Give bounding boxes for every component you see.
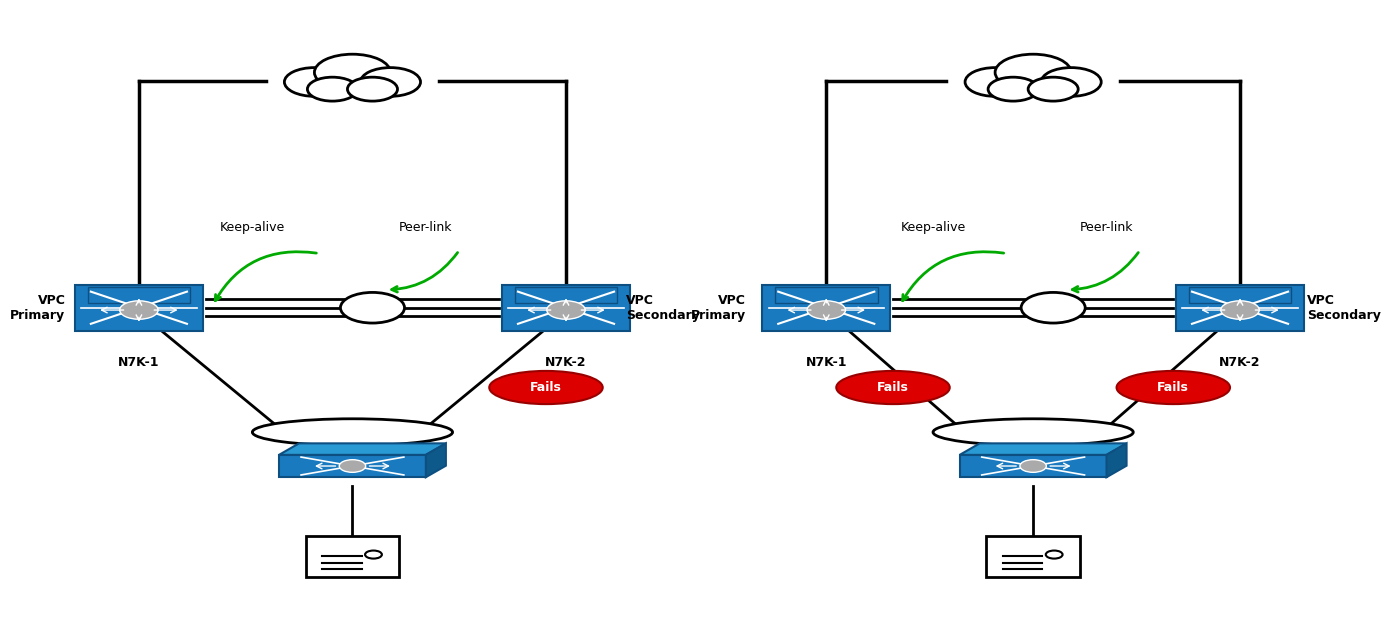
Text: Peer-link: Peer-link	[399, 221, 452, 235]
Ellipse shape	[252, 419, 452, 445]
FancyBboxPatch shape	[88, 287, 191, 303]
Circle shape	[1020, 460, 1046, 472]
Circle shape	[120, 301, 159, 319]
Text: N7K-2: N7K-2	[545, 356, 587, 369]
FancyBboxPatch shape	[986, 536, 1079, 578]
Circle shape	[339, 460, 366, 472]
Text: Fails: Fails	[530, 381, 562, 394]
Polygon shape	[426, 444, 447, 477]
Text: Keep-alive: Keep-alive	[220, 221, 285, 235]
Ellipse shape	[490, 371, 602, 404]
FancyBboxPatch shape	[775, 287, 878, 303]
Polygon shape	[280, 444, 447, 455]
Circle shape	[341, 292, 405, 323]
Ellipse shape	[1117, 371, 1230, 404]
Polygon shape	[960, 444, 1127, 455]
Circle shape	[314, 54, 391, 90]
Text: N7K-1: N7K-1	[805, 356, 847, 369]
Circle shape	[348, 77, 398, 101]
Ellipse shape	[836, 371, 950, 404]
Circle shape	[360, 67, 420, 96]
FancyBboxPatch shape	[1175, 285, 1305, 331]
Circle shape	[284, 67, 345, 96]
Text: Fails: Fails	[1157, 381, 1189, 394]
Circle shape	[807, 301, 846, 319]
Circle shape	[1040, 67, 1102, 96]
Text: Fails: Fails	[878, 381, 908, 394]
Ellipse shape	[933, 419, 1134, 445]
Circle shape	[988, 77, 1038, 101]
Text: VPC
Secondary: VPC Secondary	[626, 294, 700, 322]
Text: VPC
Secondary: VPC Secondary	[1306, 294, 1381, 322]
Circle shape	[307, 77, 357, 101]
FancyBboxPatch shape	[306, 536, 399, 578]
Circle shape	[1028, 77, 1078, 101]
FancyBboxPatch shape	[1189, 287, 1291, 303]
Text: Keep-alive: Keep-alive	[900, 221, 965, 235]
Circle shape	[995, 54, 1071, 90]
Circle shape	[1021, 292, 1085, 323]
Circle shape	[1221, 301, 1259, 319]
Text: VPC
Primary: VPC Primary	[10, 294, 65, 322]
Text: Peer-link: Peer-link	[1079, 221, 1134, 235]
Circle shape	[547, 301, 586, 319]
FancyBboxPatch shape	[762, 285, 890, 331]
FancyBboxPatch shape	[75, 285, 203, 331]
FancyBboxPatch shape	[280, 455, 426, 477]
Text: N7K-2: N7K-2	[1220, 356, 1260, 369]
FancyBboxPatch shape	[515, 287, 618, 303]
Text: N7K-1: N7K-1	[118, 356, 160, 369]
FancyBboxPatch shape	[502, 285, 630, 331]
Polygon shape	[1107, 444, 1127, 477]
Circle shape	[965, 67, 1025, 96]
Text: VPC
Primary: VPC Primary	[691, 294, 746, 322]
FancyBboxPatch shape	[960, 455, 1107, 477]
